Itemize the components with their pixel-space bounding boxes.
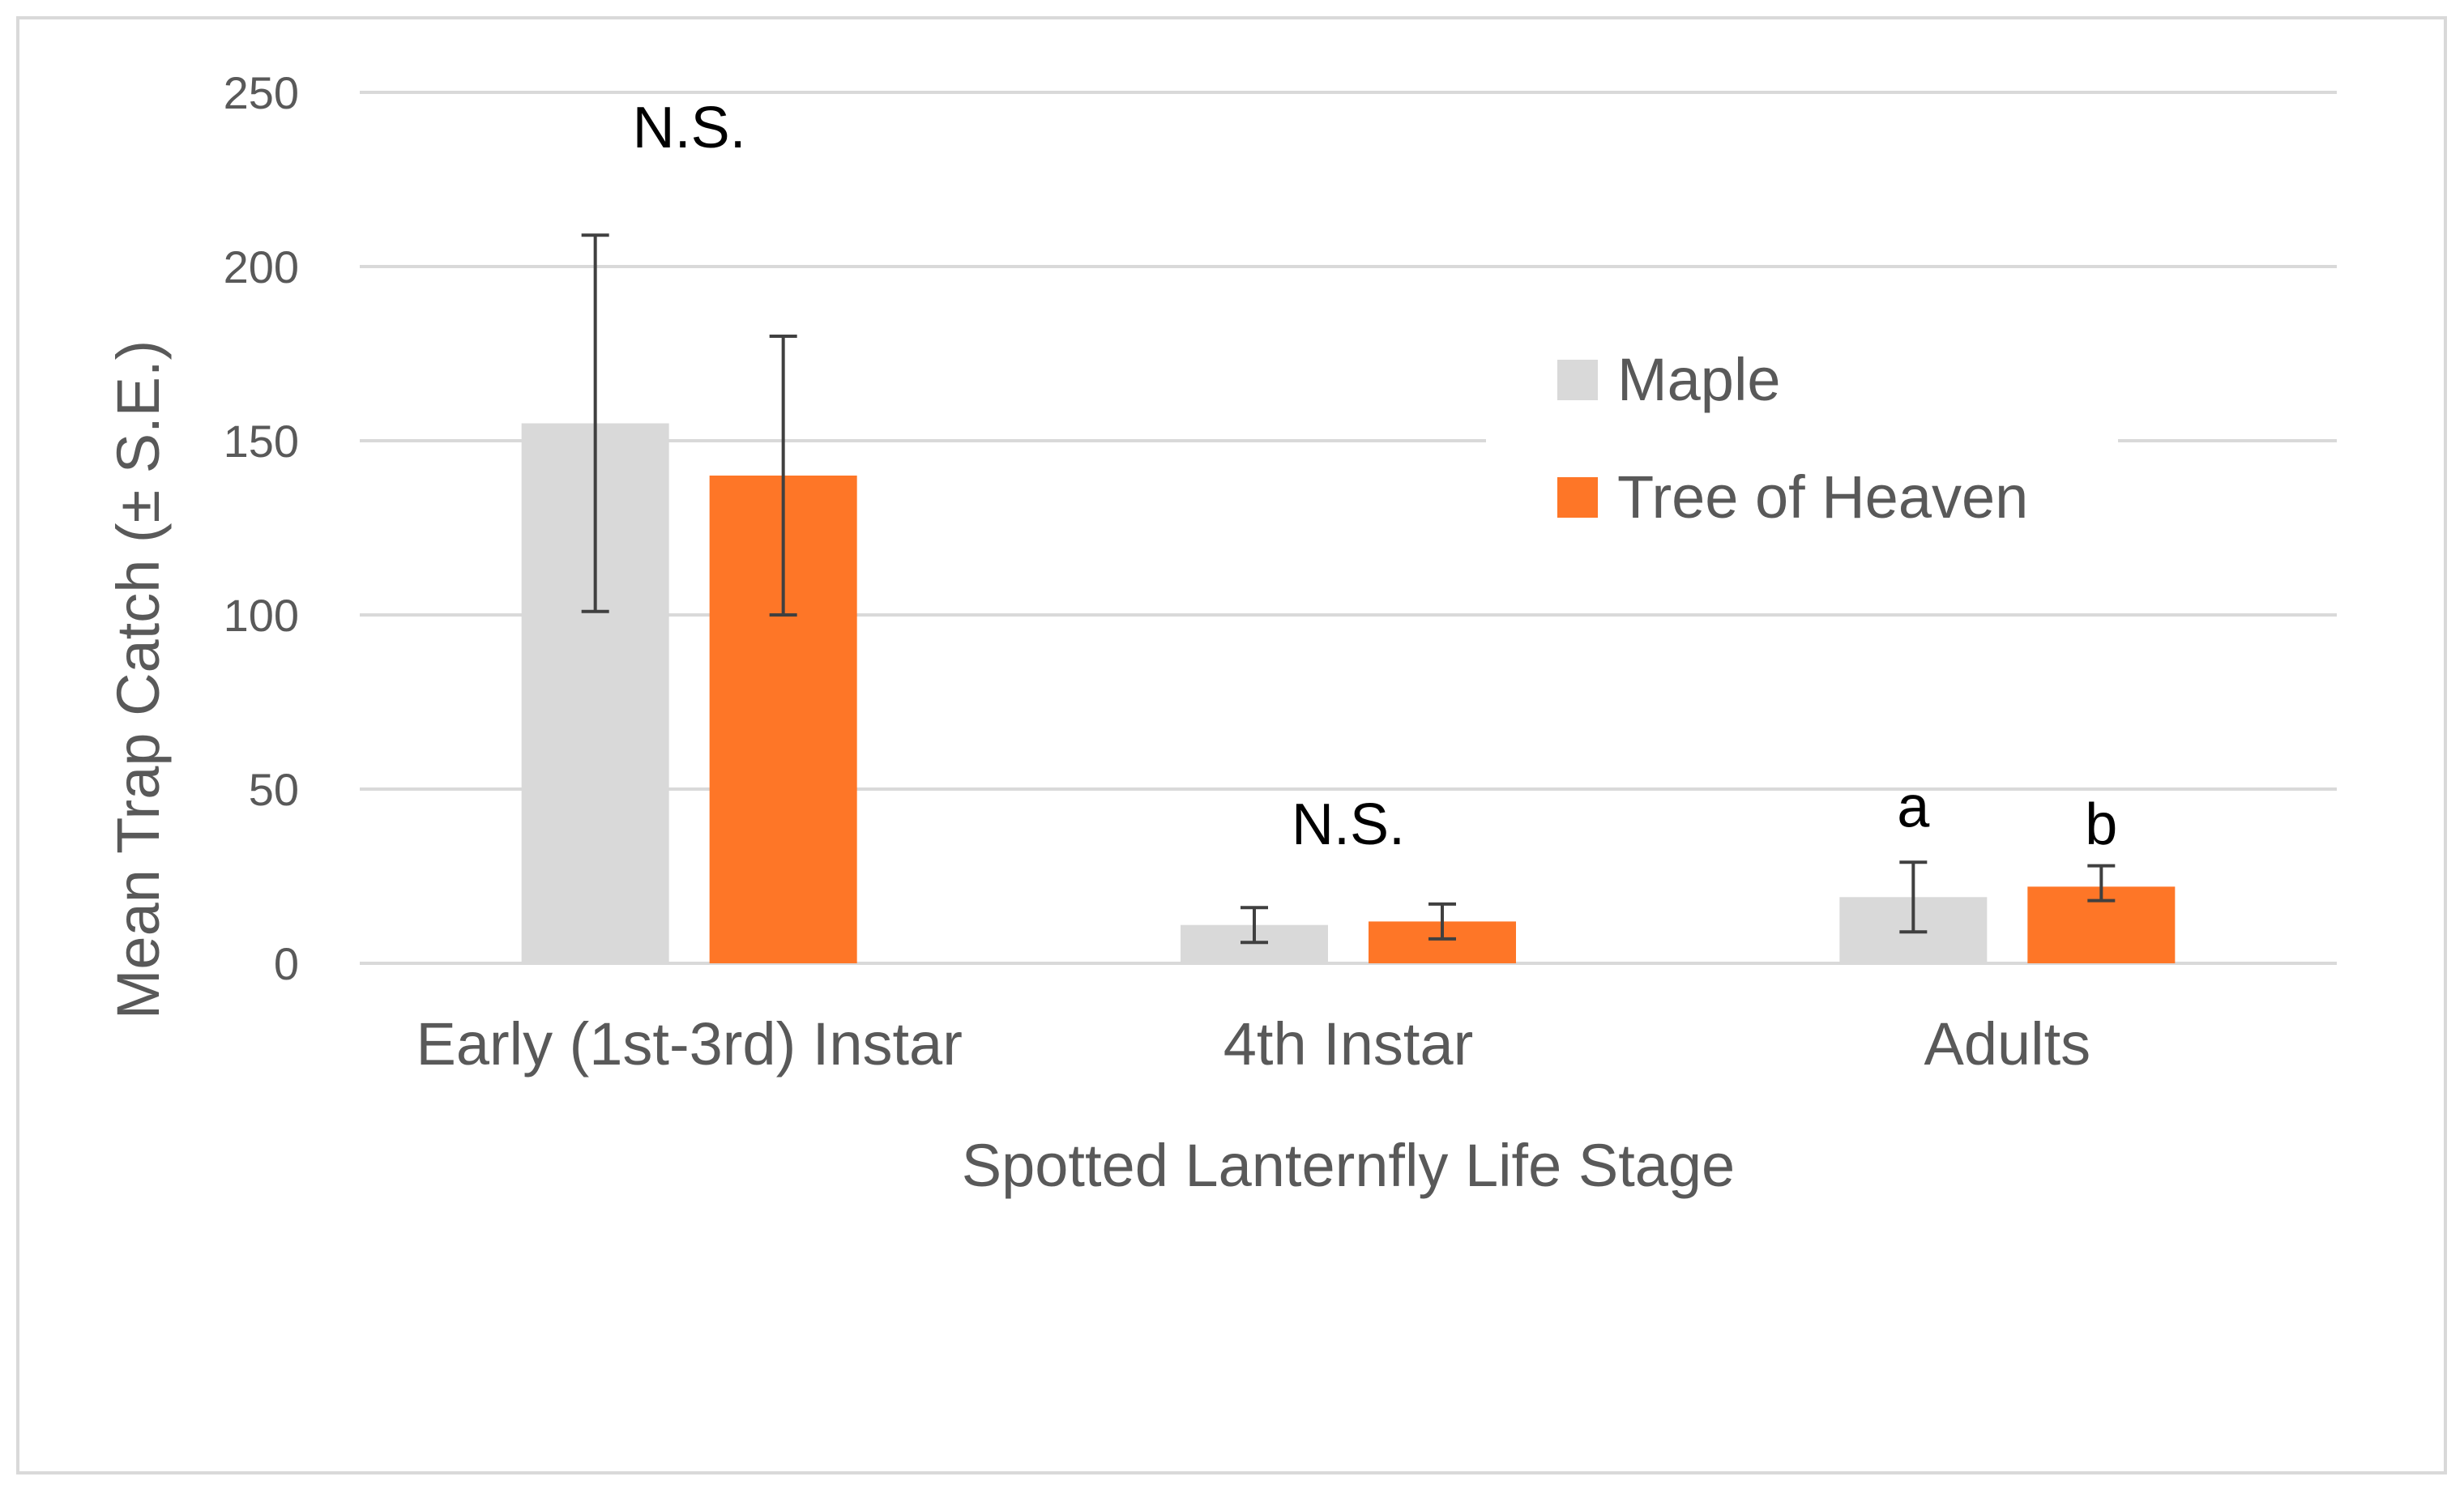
y-axis-title: Mean Trap Catch (± S.E.) [105,340,172,1019]
significance-annotation: N.S. [633,96,746,160]
legend-label: Tree of Heaven [1617,463,2028,531]
y-tick-label: 150 [224,416,299,467]
legend: Maple Tree of Heaven [1486,327,2118,562]
gridlines [360,91,2337,965]
x-category-label: Early (1st-3rd) Instar [416,1010,962,1078]
x-category-label: 4th Instar [1223,1010,1474,1078]
legend-label: Maple [1617,346,1781,413]
annotations: N.S. N.S. a b [633,96,2118,857]
y-tick-label: 250 [224,67,299,118]
x-category-label: Adults [1924,1010,2090,1078]
y-tick-label: 50 [249,764,299,815]
y-tick-label: 100 [224,590,299,641]
y-axis-ticks: 0 50 100 150 200 250 [224,67,299,989]
error-bars [581,233,2116,945]
chart-frame: 0 50 100 150 200 250 Early (1st-3rd) Instar 4t… [16,16,2447,1475]
y-tick-label: 200 [224,241,299,292]
bar-chart: 0 50 100 150 200 250 Early (1st-3rd) Instar 4t… [105,67,2337,1199]
x-axis-title: Spotted Lanternfly Life Stage [962,1132,1735,1199]
legend-swatch [1557,477,1598,518]
legend-swatch [1557,360,1598,400]
x-axis-categories: Early (1st-3rd) Instar 4th Instar Adults [416,1010,2090,1078]
significance-annotation: b [2085,792,2117,857]
y-tick-label: 0 [274,938,299,989]
significance-annotation: a [1897,775,1930,840]
significance-annotation: N.S. [1292,792,1405,857]
